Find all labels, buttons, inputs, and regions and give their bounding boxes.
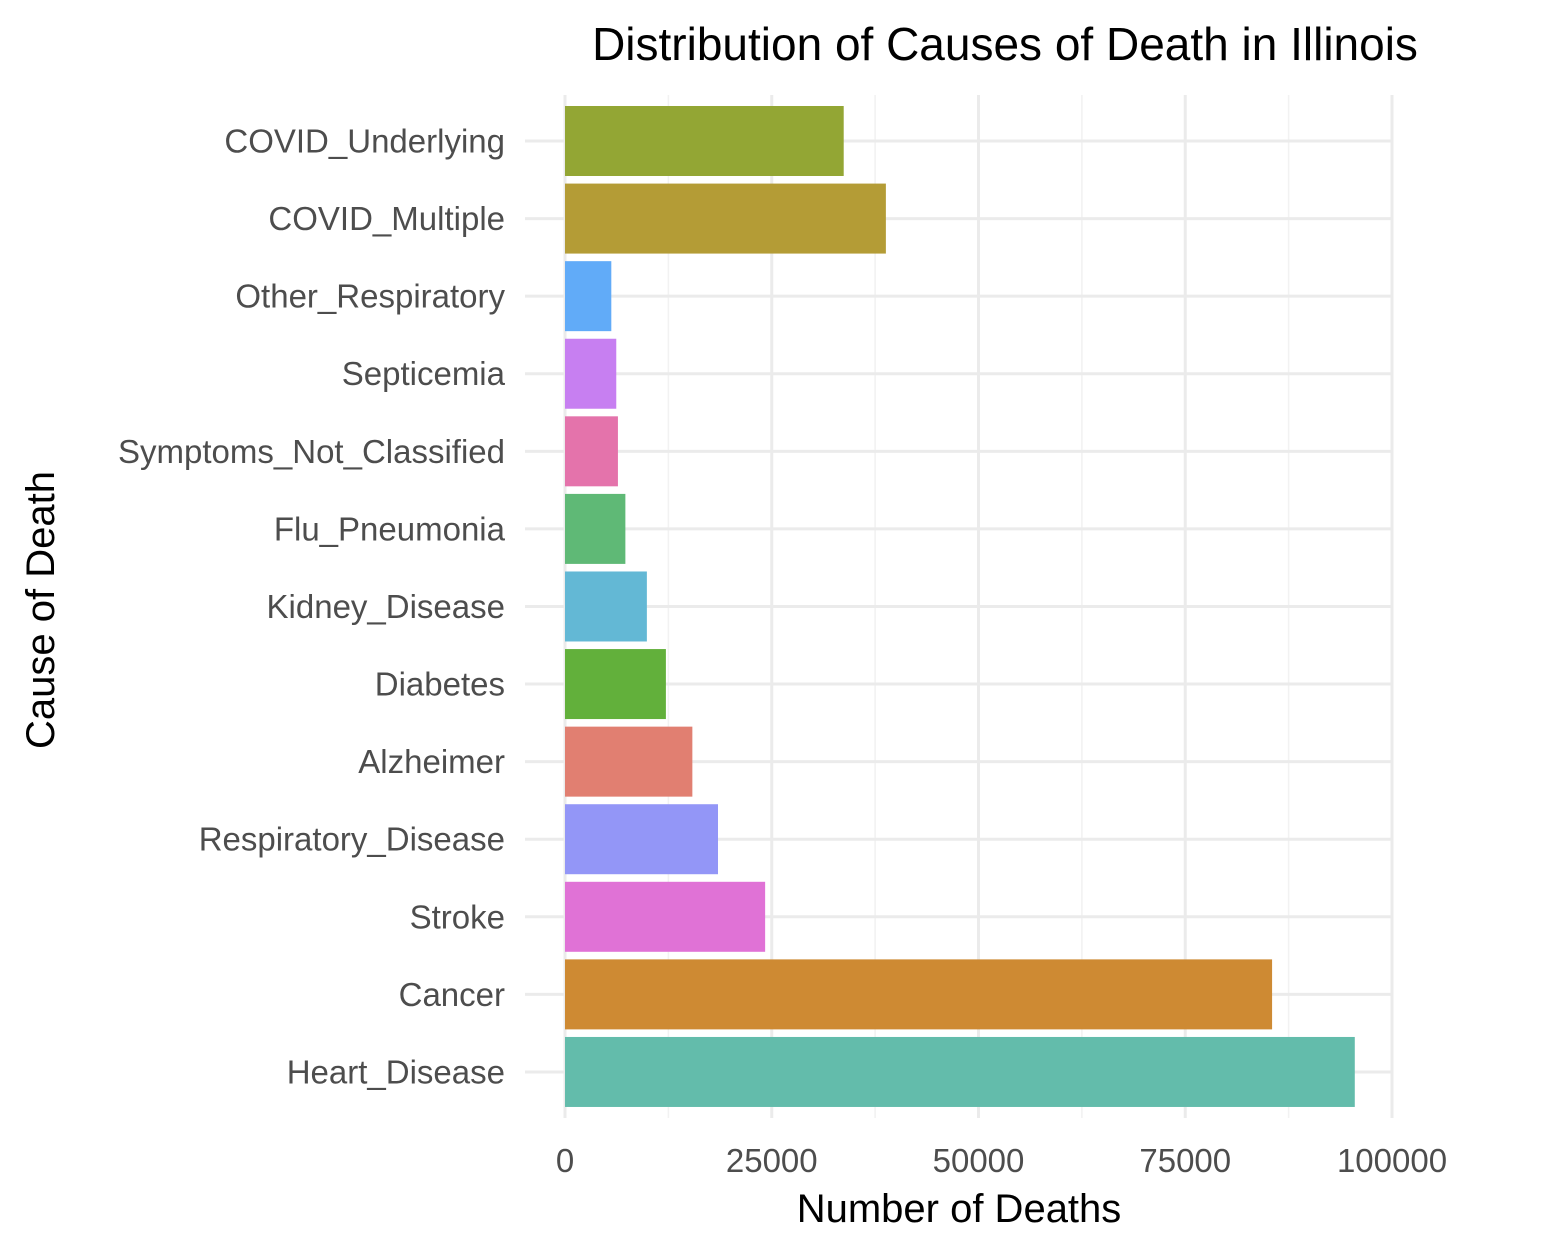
x-tick-labels: 0 25000 50000 75000 100000 [556, 1142, 1447, 1179]
category-label: Heart_Disease [287, 1053, 505, 1090]
category-label: Symptoms_Not_Classified [118, 433, 505, 470]
bar-covid-underlying [565, 106, 844, 176]
category-label: Flu_Pneumonia [274, 510, 506, 547]
x-tick-label: 25000 [726, 1142, 818, 1179]
x-tick-label: 100000 [1337, 1142, 1447, 1179]
bar-other-respiratory [565, 261, 612, 332]
category-labels: COVID_Underlying COVID_Multiple Other_Resp… [118, 123, 506, 1091]
category-label: Cancer [399, 976, 505, 1013]
bar-cancer [565, 959, 1273, 1030]
category-label: Other_Respiratory [235, 278, 505, 315]
x-tick-label: 75000 [1139, 1142, 1231, 1179]
bars [565, 106, 1355, 1107]
bar-stroke [565, 881, 766, 952]
bar-septicemia [565, 338, 617, 409]
category-label: Kidney_Disease [267, 588, 505, 625]
x-tick-label: 0 [556, 1142, 574, 1179]
bar-kidney-disease [565, 571, 647, 642]
category-label: COVID_Multiple [268, 200, 505, 237]
category-label: Alzheimer [358, 743, 505, 780]
chart-title: Distribution of Causes of Death in Illin… [592, 18, 1418, 70]
x-tick-label: 50000 [933, 1142, 1025, 1179]
category-label: Stroke [410, 898, 505, 935]
bar-heart-disease [565, 1036, 1355, 1107]
bar-flu-pneumonia [565, 493, 626, 564]
category-label: Diabetes [375, 666, 505, 703]
bar-symptoms-not-classified [565, 416, 618, 487]
x-axis-title: Number of Deaths [797, 1187, 1122, 1231]
category-label: Respiratory_Disease [199, 821, 505, 858]
y-axis-title: Cause of Death [19, 471, 63, 749]
bar-respiratory-disease [565, 804, 718, 875]
bar-alzheimer [565, 726, 693, 797]
category-label: COVID_Underlying [224, 123, 505, 160]
category-label: Septicemia [342, 355, 506, 392]
bar-diabetes [565, 649, 666, 720]
bar-covid-multiple [565, 183, 886, 254]
